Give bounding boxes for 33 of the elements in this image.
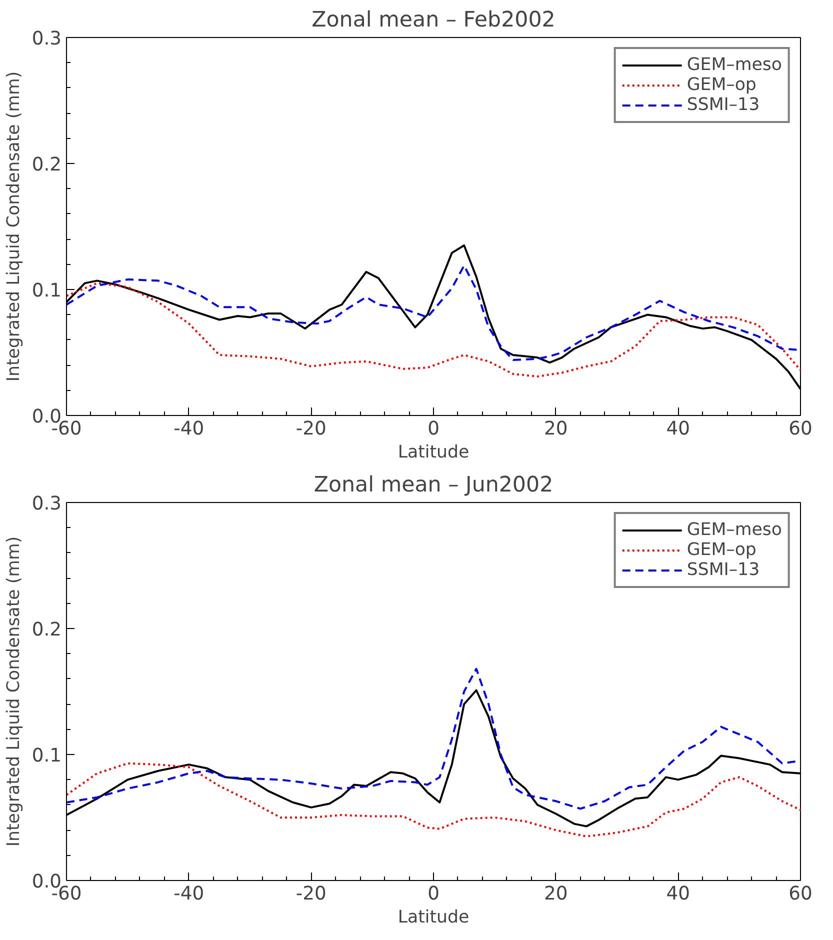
- x-tick-label: -40: [174, 884, 204, 904]
- y-tick-label: 0.2: [32, 620, 62, 640]
- x-tick-label: 20: [544, 418, 568, 440]
- y-axis-title: Integrated Liquid Condensate (mm): [4, 71, 24, 382]
- legend-label: GEM–meso: [686, 520, 782, 540]
- y-tick-label: 0.2: [32, 154, 62, 176]
- y-tick-label: 0.1: [32, 746, 62, 766]
- x-tick-label: 40: [666, 418, 690, 440]
- x-axis-title: Latitude: [398, 442, 470, 462]
- x-tick-label: -20: [296, 884, 326, 904]
- x-tick-label: 20: [544, 884, 568, 904]
- line-series: [66, 668, 800, 810]
- x-tick-label: -40: [174, 418, 204, 440]
- x-tick-label: 60: [788, 884, 812, 904]
- x-tick-label: -20: [296, 418, 326, 440]
- x-tick-label: 40: [666, 884, 690, 904]
- legend-label: GEM–op: [686, 540, 756, 560]
- legend-label: SSMI–13: [686, 560, 760, 580]
- y-tick-label: 0.1: [32, 280, 62, 302]
- legend-label: GEM–meso: [686, 55, 782, 75]
- chart-title: Zonal mean – Feb2002: [312, 8, 556, 32]
- x-tick-label: 0: [428, 884, 440, 904]
- line-series: [66, 282, 800, 378]
- y-tick-label: 0.3: [32, 494, 62, 514]
- line-series: [66, 762, 800, 838]
- legend-label: SSMI–13: [686, 95, 760, 115]
- y-tick-label: 0.3: [32, 28, 62, 50]
- x-tick-label: 60: [788, 418, 812, 440]
- legend-label: GEM–op: [686, 75, 756, 95]
- chart-title: Zonal mean – Jun2002: [314, 472, 554, 498]
- y-axis-title: Integrated Liquid Condensate (mm): [4, 536, 24, 847]
- x-axis-title: Latitude: [398, 908, 470, 928]
- x-tick-label: 0: [428, 418, 440, 440]
